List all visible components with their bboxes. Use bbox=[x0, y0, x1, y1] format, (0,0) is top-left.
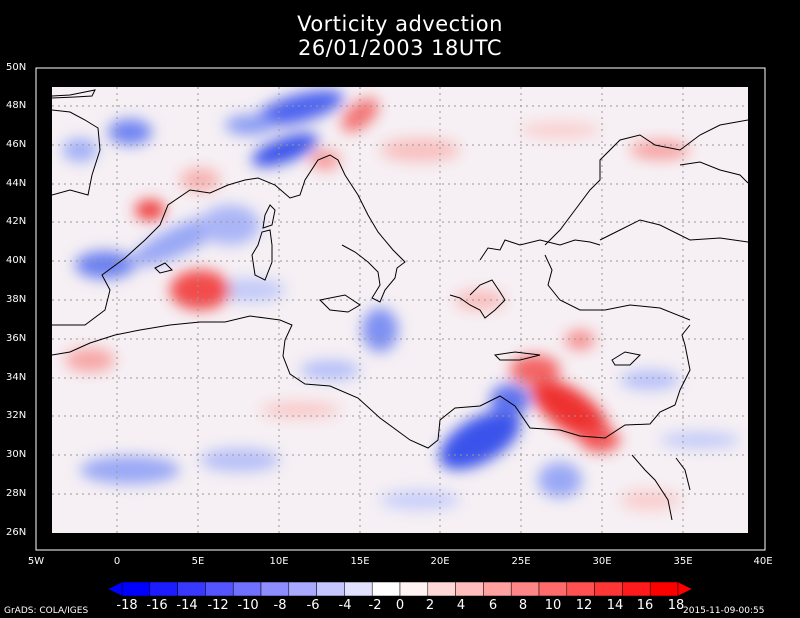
plot-area bbox=[52, 87, 748, 533]
lat-label: 42N bbox=[6, 216, 27, 227]
lon-label: 0 bbox=[113, 556, 121, 567]
lon-label: 5E bbox=[191, 556, 205, 567]
colorbar-segment bbox=[288, 581, 317, 597]
lat-label: 38N bbox=[6, 294, 27, 305]
colorbar-tick-label: 18 bbox=[667, 598, 685, 613]
lon-label: 40E bbox=[753, 556, 773, 567]
lon-label: 10E bbox=[269, 556, 289, 567]
colorbar-tick-label: -6 bbox=[306, 598, 320, 613]
colorbar-tick-label: 2 bbox=[425, 598, 435, 613]
colorbar-segment bbox=[316, 581, 345, 597]
colorbar-segment bbox=[649, 581, 679, 597]
lon-label: 15E bbox=[350, 556, 370, 567]
colorbar-segment bbox=[566, 581, 595, 597]
colorbar-tick-label: -8 bbox=[273, 598, 287, 613]
colorbar-tick-label: 16 bbox=[636, 598, 654, 613]
colorbar-segment bbox=[622, 581, 651, 597]
colorbar-segment bbox=[371, 581, 401, 597]
colorbar-tick-label: 8 bbox=[518, 598, 528, 613]
colorbar-segment bbox=[149, 581, 178, 597]
colorbar-tick-label: -12 bbox=[207, 598, 229, 613]
colorbar-segment bbox=[483, 581, 512, 597]
lon-label: 30E bbox=[592, 556, 612, 567]
lat-label: 44N bbox=[6, 178, 27, 189]
coastlines bbox=[52, 89, 748, 521]
colorbar-tick-label: -16 bbox=[146, 598, 168, 613]
colorbar-max-arrow bbox=[677, 581, 693, 597]
colorbar-tick-label: -14 bbox=[176, 598, 198, 613]
lon-label: 5W bbox=[27, 556, 45, 567]
colorbar bbox=[107, 581, 693, 597]
footer-timestamp: 2015-11-09-00:55 bbox=[683, 606, 765, 616]
footer-credit: GrADS: COLA/IGES bbox=[4, 606, 89, 616]
colorbar-tick-label: 14 bbox=[606, 598, 624, 613]
colorbar-segment bbox=[344, 581, 373, 597]
colorbar-segment bbox=[121, 581, 151, 597]
colorbar-segment bbox=[427, 581, 456, 597]
colorbar-segment bbox=[455, 581, 484, 597]
map-title: Vorticity advection bbox=[297, 12, 503, 36]
lat-label: 34N bbox=[6, 372, 27, 383]
lon-label: 25E bbox=[511, 556, 531, 567]
colorbar-segment bbox=[205, 581, 234, 597]
lat-label: 32N bbox=[6, 410, 27, 421]
colorbar-tick-label: 4 bbox=[456, 598, 466, 613]
colorbar-tick-label: -10 bbox=[237, 598, 259, 613]
lat-label: 50N bbox=[6, 62, 27, 73]
lat-label: 28N bbox=[6, 488, 27, 499]
map-datetime: 26/01/2003 18UTC bbox=[297, 36, 503, 60]
colorbar-min-arrow bbox=[107, 581, 123, 597]
colorbar-segment bbox=[177, 581, 206, 597]
colorbar-segment bbox=[510, 581, 540, 597]
colorbar-tick-label: -2 bbox=[368, 598, 382, 613]
vorticity-field bbox=[62, 90, 740, 510]
lon-label: 20E bbox=[430, 556, 450, 567]
graticule bbox=[52, 87, 748, 533]
lat-label: 36N bbox=[6, 333, 27, 344]
lat-label: 48N bbox=[6, 100, 27, 111]
lat-label: 26N bbox=[6, 527, 27, 538]
colorbar-tick-label: 10 bbox=[544, 598, 562, 613]
lat-label: 46N bbox=[6, 139, 27, 150]
colorbar-tick-label: -18 bbox=[116, 598, 138, 613]
colorbar-segment bbox=[260, 581, 290, 597]
lat-label: 30N bbox=[6, 449, 27, 460]
colorbar-tick-label: -4 bbox=[338, 598, 352, 613]
colorbar-segment bbox=[594, 581, 623, 597]
lon-label: 35E bbox=[673, 556, 693, 567]
colorbar-segment bbox=[232, 581, 262, 597]
colorbar-tick-label: 12 bbox=[575, 598, 593, 613]
colorbar-segment bbox=[538, 581, 568, 597]
lat-label: 40N bbox=[6, 255, 27, 266]
colorbar-tick-label: 6 bbox=[488, 598, 498, 613]
colorbar-tick-label: 0 bbox=[395, 598, 405, 613]
colorbar-segment bbox=[399, 581, 429, 597]
